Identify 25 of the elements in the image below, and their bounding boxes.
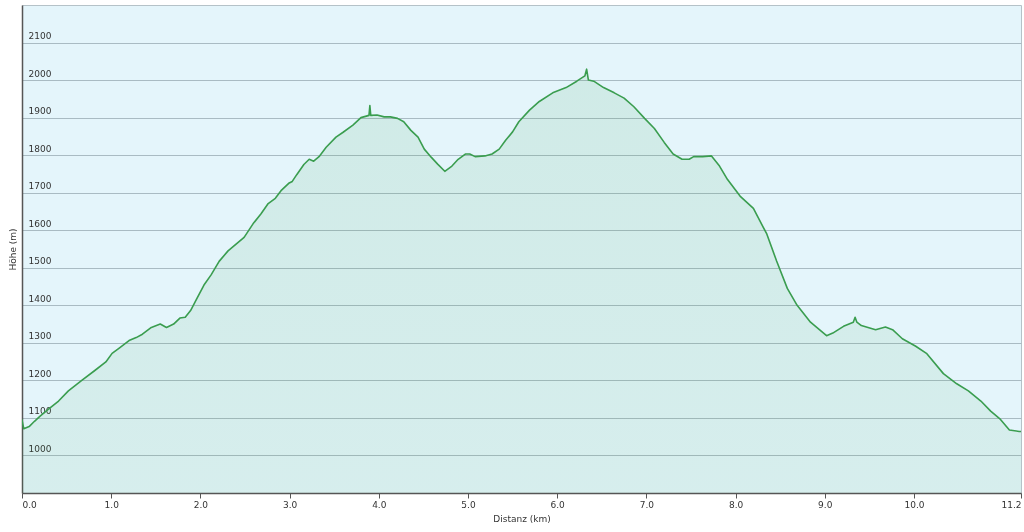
x-tick-label: 2.0 — [193, 499, 209, 510]
x-tick-label: 7.0 — [639, 499, 655, 510]
x-tick-label: 8.0 — [728, 499, 744, 510]
y-tick-label: 1900 — [28, 106, 52, 117]
x-tick-label: 11.2 — [1001, 499, 1022, 510]
x-tick-label: 3.0 — [282, 499, 298, 510]
y-tick-label: 1300 — [28, 331, 52, 342]
x-tick-label: 4.0 — [372, 499, 387, 510]
x-tick-label: 1.0 — [104, 499, 120, 510]
y-tick-label: 1400 — [28, 293, 52, 304]
y-axis-title: Höhe (m) — [7, 228, 18, 271]
y-tick-label: 1600 — [28, 218, 52, 229]
y-tick-label: 1800 — [28, 143, 52, 154]
y-tick-label: 1200 — [28, 368, 52, 379]
x-axis-title: Distanz (km) — [493, 513, 551, 524]
x-tick-label: 0.0 — [22, 499, 38, 510]
x-tick-label: 10.0 — [904, 499, 925, 510]
x-tick-label: 9.0 — [818, 499, 833, 510]
y-tick-label: 1500 — [28, 256, 52, 267]
y-tick-label: 2100 — [28, 31, 52, 42]
y-tick-label: 2000 — [28, 68, 52, 79]
y-tick-label: 1700 — [28, 181, 52, 192]
y-tick-label: 1000 — [28, 443, 52, 454]
x-tick-label: 6.0 — [550, 499, 566, 510]
x-tick-label: 5.0 — [461, 499, 476, 510]
